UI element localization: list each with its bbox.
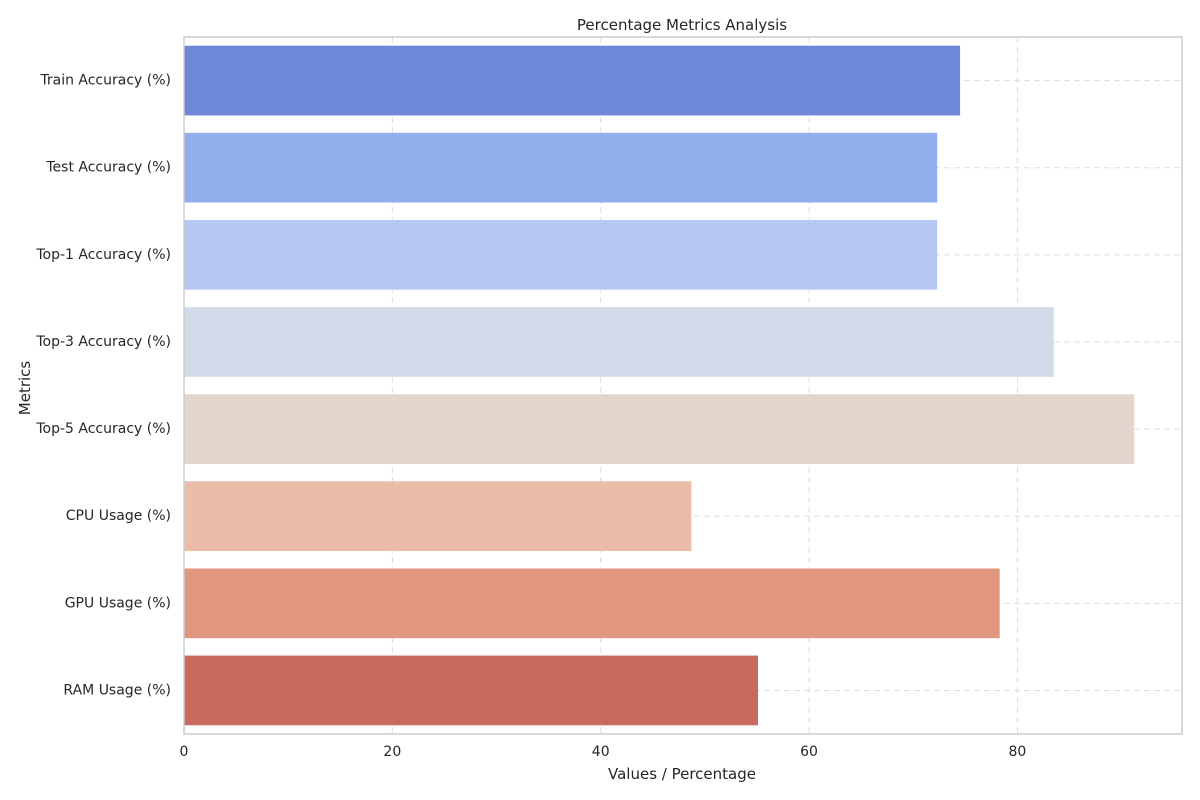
x-axis-label: Values / Percentage xyxy=(608,765,756,783)
bar-train-accuracy xyxy=(184,45,961,116)
x-tick-label: 20 xyxy=(383,744,401,760)
y-tick-label: CPU Usage (%) xyxy=(66,508,171,524)
bar-top-1-accuracy xyxy=(184,219,938,290)
y-axis-label: Metrics xyxy=(16,361,34,416)
bar-cpu-usage xyxy=(184,481,692,552)
bar-top-5-accuracy xyxy=(184,394,1135,464)
y-tick-label: Top-5 Accuracy (%) xyxy=(35,421,171,437)
x-tick-label: 0 xyxy=(180,744,189,760)
y-tick-label: RAM Usage (%) xyxy=(63,682,171,698)
y-tick-label: GPU Usage (%) xyxy=(65,595,171,611)
bar-test-accuracy xyxy=(184,132,938,203)
x-tick-label: 60 xyxy=(800,744,818,760)
bar-ram-usage xyxy=(184,655,759,726)
bar-layer xyxy=(184,45,1135,726)
y-tick-label: Test Accuracy (%) xyxy=(45,160,171,176)
x-tick-label: 80 xyxy=(1008,744,1026,760)
bar-gpu-usage xyxy=(184,568,1000,639)
y-tick-label: Top-1 Accuracy (%) xyxy=(35,247,171,263)
y-tick-labels: Train Accuracy (%) Test Accuracy (%) Top-1… xyxy=(35,73,171,699)
bar-top-3-accuracy xyxy=(184,307,1054,377)
x-tick-labels: 0 20 40 60 80 xyxy=(180,744,1027,760)
plot-frame xyxy=(183,36,1183,735)
x-tick-label: 40 xyxy=(592,744,610,760)
chart-title: Percentage Metrics Analysis xyxy=(577,16,787,34)
y-tick-label: Train Accuracy (%) xyxy=(39,73,171,89)
y-tick-label: Top-3 Accuracy (%) xyxy=(35,334,171,350)
